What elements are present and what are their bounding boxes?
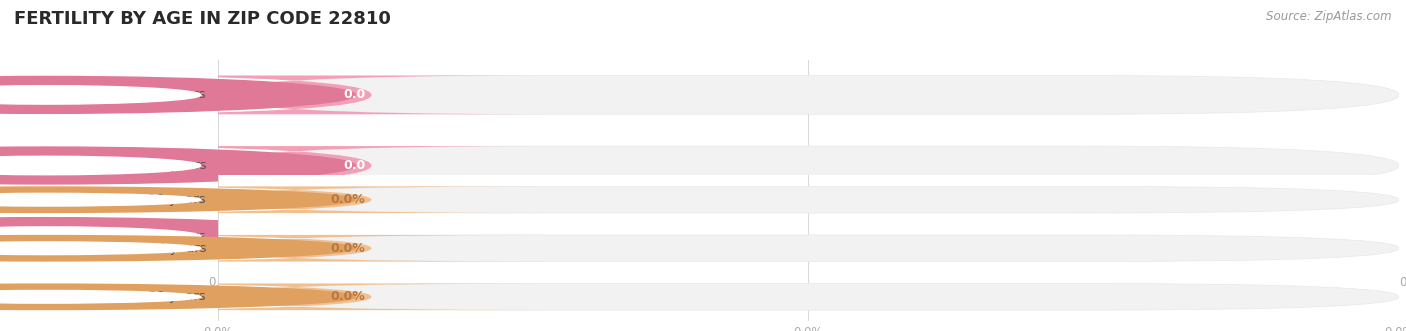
Text: 20 to 34 years: 20 to 34 years [110,242,207,255]
FancyBboxPatch shape [46,217,543,256]
Text: 0.0: 0.0 [343,159,366,172]
FancyBboxPatch shape [218,217,1399,256]
Circle shape [0,218,356,255]
Text: 0.0%: 0.0% [330,290,366,303]
Text: 0.0%: 0.0% [330,242,366,255]
Text: 20 to 34 years: 20 to 34 years [110,159,207,172]
Text: FERTILITY BY AGE IN ZIP CODE 22810: FERTILITY BY AGE IN ZIP CODE 22810 [14,10,391,28]
Circle shape [0,193,201,206]
Text: 15 to 19 years: 15 to 19 years [110,88,207,101]
FancyBboxPatch shape [218,283,1399,310]
Circle shape [0,227,201,245]
Circle shape [0,291,201,303]
Text: Source: ZipAtlas.com: Source: ZipAtlas.com [1267,10,1392,23]
Circle shape [0,76,356,113]
Text: 0.0: 0.0 [343,88,366,101]
Text: 35 to 50 years: 35 to 50 years [110,290,207,303]
Circle shape [0,147,356,184]
Circle shape [0,284,356,309]
FancyBboxPatch shape [218,235,1399,261]
Text: 0.0: 0.0 [343,230,366,243]
FancyBboxPatch shape [46,283,543,310]
Text: 15 to 19 years: 15 to 19 years [110,193,207,206]
Circle shape [0,86,201,104]
FancyBboxPatch shape [46,235,543,261]
FancyBboxPatch shape [46,146,543,185]
FancyBboxPatch shape [218,75,1399,114]
Text: 35 to 50 years: 35 to 50 years [110,230,207,243]
Circle shape [0,236,356,261]
Circle shape [0,187,356,213]
Circle shape [0,156,201,175]
FancyBboxPatch shape [46,75,543,114]
FancyBboxPatch shape [218,146,1399,185]
FancyBboxPatch shape [46,186,543,213]
Circle shape [0,242,201,255]
FancyBboxPatch shape [218,186,1399,213]
Text: 0.0%: 0.0% [330,193,366,206]
